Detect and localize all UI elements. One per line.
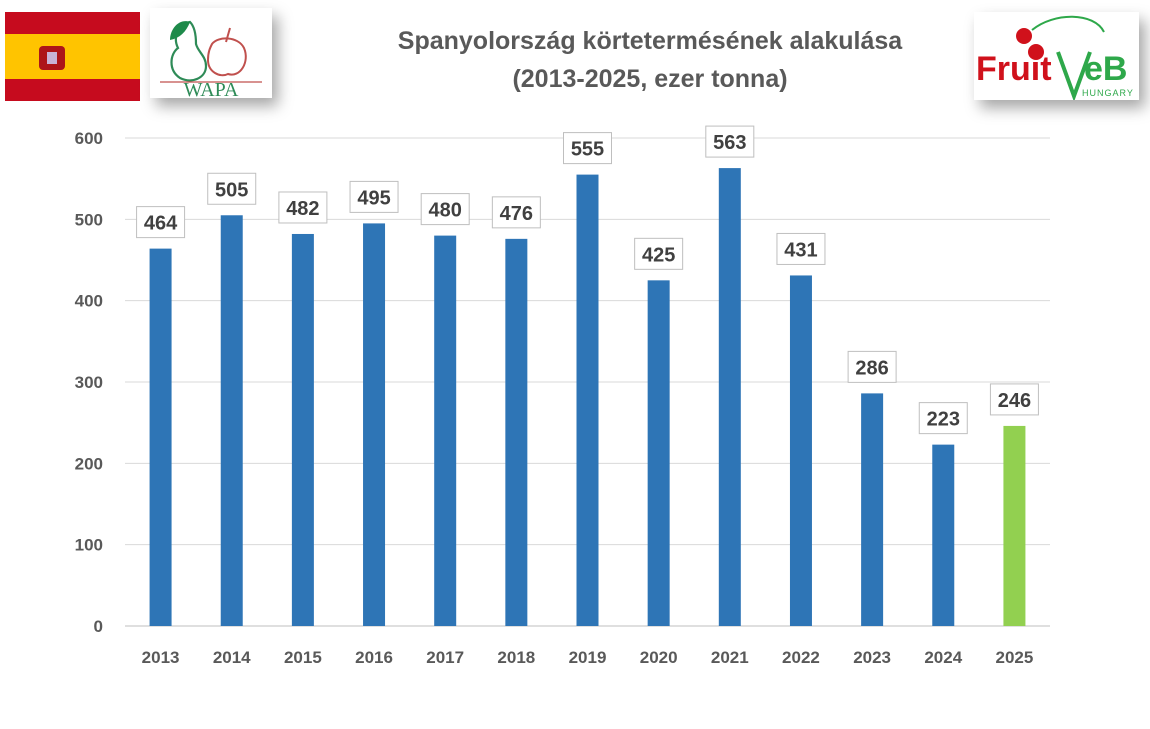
chart-title-block: Spanyolország körtetermésének alakulása … (300, 22, 1000, 98)
bar (1003, 425, 1026, 626)
bar (220, 215, 243, 626)
bar (789, 275, 812, 626)
bar (861, 393, 884, 626)
x-tick-label: 2016 (355, 648, 393, 667)
data-label: 431 (784, 239, 817, 261)
svg-text:eB: eB (1084, 50, 1127, 88)
data-label-box (634, 237, 684, 270)
data-label-box (420, 193, 470, 226)
data-label: 425 (642, 244, 675, 266)
x-tick-label: 2022 (782, 648, 820, 667)
x-tick-label: 2017 (426, 648, 464, 667)
bar (647, 280, 670, 626)
data-label: 246 (998, 390, 1031, 412)
data-label: 480 (429, 200, 462, 222)
x-tick-label: 2020 (640, 648, 678, 667)
bar (434, 235, 457, 626)
spain-flag (5, 12, 140, 101)
data-label-box (491, 196, 541, 229)
x-tick-label: 2021 (711, 648, 749, 667)
data-label-box (989, 383, 1039, 416)
data-label: 286 (855, 357, 888, 379)
wapa-logo: WAPA (150, 8, 272, 101)
y-tick-label: 300 (75, 373, 103, 392)
x-tick-label: 2023 (853, 648, 891, 667)
data-label: 223 (927, 409, 960, 431)
data-label: 476 (500, 203, 533, 225)
bar (718, 168, 741, 627)
data-label-box (918, 402, 968, 435)
data-label-box (776, 232, 826, 265)
data-label: 555 (571, 139, 604, 161)
x-tick-label: 2015 (284, 648, 322, 667)
data-label: 482 (286, 198, 319, 220)
data-label-box (349, 180, 399, 213)
data-label-box (563, 132, 612, 165)
bar (576, 174, 599, 626)
bar (291, 233, 314, 626)
x-tick-label: 2013 (142, 648, 180, 667)
data-label: 563 (713, 132, 746, 154)
bar (149, 248, 172, 626)
y-tick-label: 600 (75, 129, 103, 148)
x-tick-label: 2014 (213, 648, 251, 667)
bar (505, 238, 528, 626)
data-label: 495 (357, 187, 390, 209)
x-tick-label: 2024 (924, 648, 962, 667)
y-tick-label: 500 (75, 210, 103, 229)
x-tick-label: 2018 (497, 648, 535, 667)
data-label-box (207, 172, 257, 205)
data-label-box (847, 350, 897, 383)
svg-text:Fruit: Fruit (976, 50, 1052, 88)
svg-text:HUNGARY: HUNGARY (1082, 88, 1134, 98)
data-label: 505 (215, 179, 248, 201)
data-label-box (278, 191, 328, 224)
data-label-box (705, 125, 755, 158)
bar (932, 444, 955, 626)
wapa-logo-text: WAPA (184, 79, 239, 98)
fruitveb-logo: Fruit eB HUNGARY (974, 12, 1139, 102)
y-tick-label: 400 (75, 292, 103, 311)
y-tick-label: 100 (75, 536, 103, 555)
data-label: 464 (144, 213, 178, 235)
y-tick-label: 0 (94, 617, 103, 636)
chart-title: Spanyolország körtetermésének alakulása (397, 27, 903, 55)
y-tick-label: 200 (75, 454, 103, 473)
x-tick-label: 2019 (569, 648, 607, 667)
data-label-box (136, 206, 186, 239)
chart-subtitle: (2013-2025, ezer tonna) (512, 65, 788, 93)
x-tick-label: 2025 (996, 648, 1034, 667)
bar (363, 223, 386, 626)
